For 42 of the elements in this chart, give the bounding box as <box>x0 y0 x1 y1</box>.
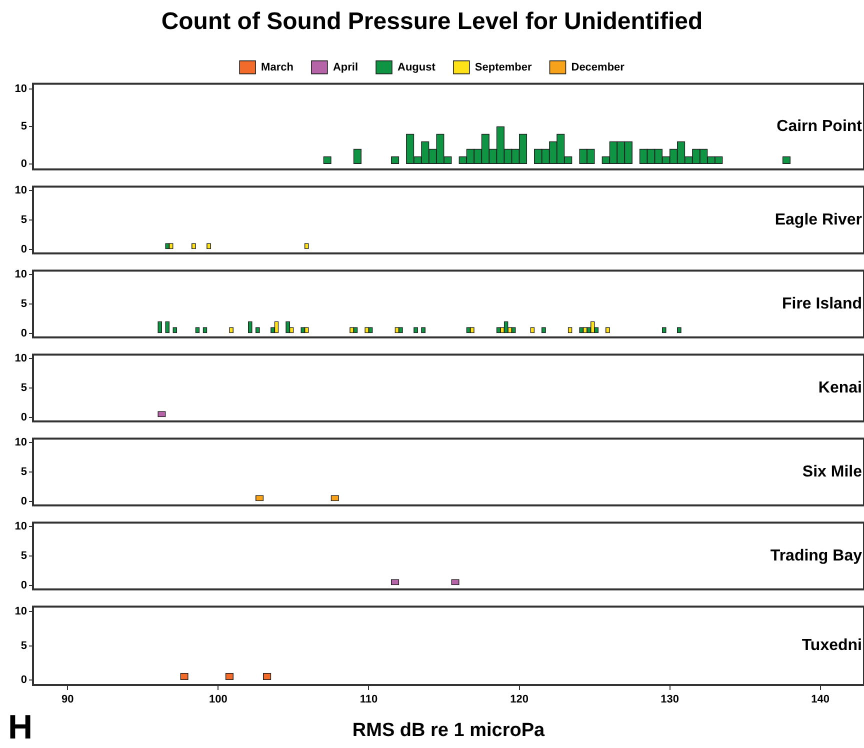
x-tick-label: 110 <box>360 694 378 706</box>
y-tick-label: 0 <box>20 579 27 592</box>
y-tick-label: 0 <box>20 327 27 340</box>
y-tick-label: 10 <box>14 184 27 197</box>
legend-label: April <box>332 61 358 74</box>
y-tick-label: 0 <box>20 411 27 424</box>
y-tick-label: 10 <box>14 83 27 96</box>
y-tick-label: 5 <box>20 466 27 478</box>
text: H <box>8 708 33 746</box>
annotation: Trading Bay <box>770 547 862 564</box>
legend-label: August <box>398 61 436 74</box>
annotation: Fire Island <box>782 295 862 312</box>
x-tick-label: 140 <box>811 694 830 706</box>
annotation: Eagle River <box>774 211 862 228</box>
annotation: Six Mile <box>802 463 862 480</box>
annotation: Tuxedni <box>802 637 862 654</box>
annotation: Cairn Point <box>776 118 863 136</box>
chart-title: Count of Sound Pressure Level for Unidentified <box>161 8 703 36</box>
x-tick-label: 130 <box>660 694 679 706</box>
y-tick-label: 0 <box>20 495 27 508</box>
y-tick-label: 0 <box>20 158 27 170</box>
annotation: Kenai <box>818 379 862 396</box>
y-tick-label: 10 <box>14 436 27 449</box>
y-tick-label: 5 <box>20 120 27 133</box>
legend-label: March <box>261 61 294 74</box>
x-tick-label: 120 <box>510 694 528 706</box>
y-tick-label: 10 <box>14 352 27 365</box>
y-tick-label: 5 <box>20 550 27 562</box>
y-tick-label: 10 <box>14 605 27 618</box>
legend-label: September <box>474 61 532 74</box>
y-tick-label: 0 <box>20 243 27 256</box>
y-tick-label: 5 <box>20 214 27 226</box>
x-axis-title: RMS dB re 1 microPa <box>352 720 546 741</box>
y-tick-label: 5 <box>20 298 27 310</box>
y-tick-label: 10 <box>14 520 27 533</box>
legend-label: December <box>571 61 626 74</box>
y-tick-label: 5 <box>20 382 27 394</box>
y-tick-label: 10 <box>14 268 27 281</box>
x-tick-label: 90 <box>62 694 74 706</box>
x-tick-label: 100 <box>208 694 228 706</box>
y-tick-label: 0 <box>20 674 27 686</box>
y-tick-label: 5 <box>20 640 27 652</box>
